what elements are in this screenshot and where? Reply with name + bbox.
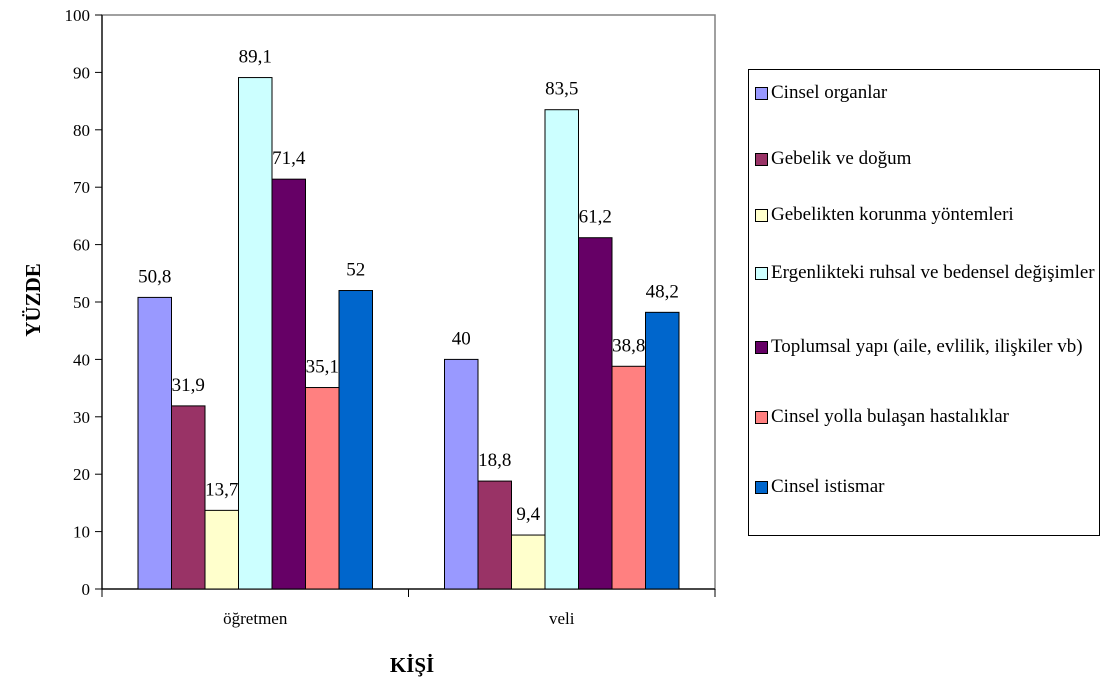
legend-label: Gebelikten korunma yöntemleri: [771, 204, 1014, 225]
bar: [511, 534, 546, 590]
y-tick-label: 60: [73, 236, 90, 255]
legend-swatch: [755, 153, 768, 166]
data-label: 83,5: [545, 79, 578, 100]
x-tick-label: veli: [549, 609, 575, 628]
y-tick-label: 100: [65, 6, 91, 25]
bar: [338, 290, 373, 590]
legend-swatch: [755, 87, 768, 100]
data-label: 52: [346, 260, 365, 281]
bar: [611, 365, 646, 590]
plot-area: 0 10 20 30 40 50 60 70 80 90 100 öğretmen veli 50,8 40…: [65, 6, 716, 628]
y-tick-label: 10: [73, 523, 90, 542]
legend-swatch: [755, 267, 768, 280]
data-label: 61,2: [579, 207, 612, 228]
bar: [204, 509, 239, 590]
legend-item: Cinsel organlar: [755, 81, 1101, 105]
legend-label: Toplumsal yapı (aile, evlilik, ilişkiler…: [771, 336, 1083, 357]
y-tick-label: 30: [73, 408, 90, 427]
y-tick-label: 90: [73, 63, 90, 82]
data-label: 38,8: [612, 335, 645, 356]
data-label: 13,7: [205, 479, 238, 500]
y-axis-title: YÜZDE: [21, 263, 45, 337]
legend-label: Cinsel organlar: [771, 82, 888, 103]
data-label: 89,1: [239, 47, 272, 68]
data-label: 50,8: [138, 266, 171, 287]
legend-item: Gebelikten korunma yöntemleri: [755, 203, 1101, 227]
data-label: 71,4: [272, 148, 306, 169]
bar: [477, 480, 512, 590]
bar: [578, 237, 613, 590]
bar: [444, 358, 479, 590]
data-label: 18,8: [478, 450, 511, 471]
legend-swatch: [755, 481, 768, 494]
data-label: 35,1: [306, 357, 339, 378]
bar: [171, 405, 206, 590]
legend-item: Cinsel istismar: [755, 475, 1101, 499]
legend-item: Cinsel yolla bulaşan hastalıklar: [755, 405, 1101, 429]
data-label: 31,9: [172, 375, 205, 396]
legend-item: Gebelik ve doğum: [755, 147, 1101, 171]
legend-item: Ergenlikteki ruhsal ve bedensel değişiml…: [755, 261, 1101, 285]
y-tick-label: 20: [73, 465, 90, 484]
y-tick-label: 70: [73, 178, 90, 197]
y-tick-label: 40: [73, 350, 90, 369]
legend-label: Cinsel yolla bulaşan hastalıklar: [771, 406, 1009, 427]
x-tick-label: öğretmen: [223, 609, 288, 628]
legend-swatch: [755, 209, 768, 222]
legend: Cinsel organlar Gebelik ve doğum Gebelikte…: [748, 69, 1100, 536]
y-tick-label: 50: [73, 293, 90, 312]
bar: [137, 296, 172, 590]
legend-label: Ergenlikteki ruhsal ve bedensel değişiml…: [771, 262, 1095, 283]
y-tick-label: 80: [73, 121, 90, 140]
legend-swatch: [755, 411, 768, 424]
x-axis-title: KİŞİ: [390, 653, 434, 677]
legend-label: Gebelik ve doğum: [771, 148, 912, 169]
bar: [305, 387, 340, 590]
bar: [544, 109, 579, 590]
bar: [238, 77, 273, 590]
legend-swatch: [755, 341, 768, 354]
data-label: 48,2: [646, 281, 679, 302]
y-tick-label: 0: [82, 580, 91, 599]
legend-item: Toplumsal yapı (aile, evlilik, ilişkiler…: [755, 335, 1101, 359]
bar: [645, 311, 680, 590]
data-label: 9,4: [516, 504, 540, 525]
legend-label: Cinsel istismar: [771, 476, 885, 497]
bar: [271, 178, 306, 590]
data-label: 40: [452, 328, 471, 349]
